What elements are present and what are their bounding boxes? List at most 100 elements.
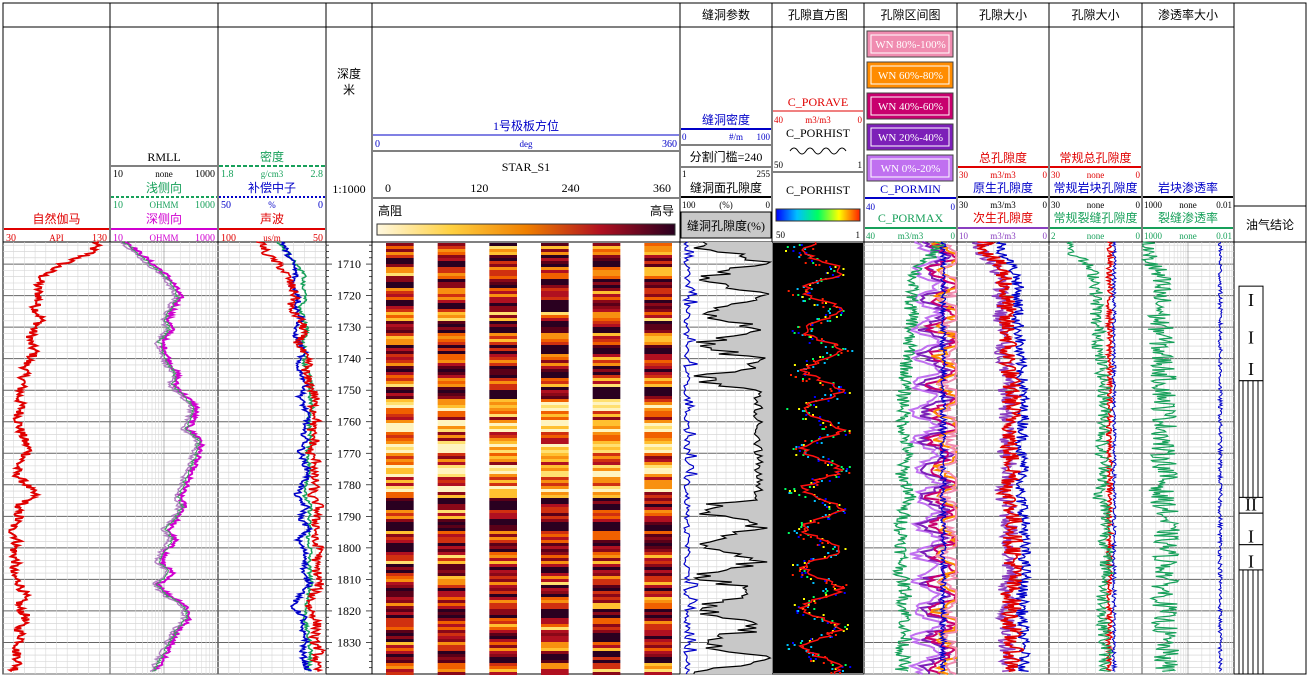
rmll-min: 10 [113,169,123,180]
image-pixel [489,360,517,363]
image-pixel [541,345,569,348]
gr-curve [6,241,104,673]
wn-legend-inner [870,127,950,147]
image-pixel [541,303,569,306]
image-pixel [592,492,621,495]
image-pixel [489,465,517,468]
image-pixel [541,312,569,315]
hist-dot [846,624,849,626]
hist-dot [810,638,813,640]
hist-dot [816,318,819,320]
image-pixel [592,615,621,618]
image-pixel [437,645,466,648]
pormax-title: C_PORMAX [878,211,944,225]
den-min: 1.8 [221,169,234,180]
hist-dot [842,468,845,470]
image-pixel [644,660,672,663]
image-pixel [437,495,466,498]
image-pixel [592,585,621,588]
image-pixel [541,471,569,474]
image-pixel [386,531,414,534]
image-pixel [489,564,517,567]
hist-dot [804,300,806,302]
image-pixel [644,432,672,435]
image-pixel [541,651,569,654]
image-pixel [386,423,414,426]
image-pixel [644,453,672,456]
image-pixel [489,567,517,570]
image-pixel [644,243,672,246]
frac-porosity-title: 缝洞孔隙度(%) [687,218,765,233]
frac-density-curve [681,241,699,675]
image-pixel [437,276,466,279]
image-pixel [592,558,621,561]
hist-dot [791,330,794,332]
image-pixel [437,333,466,336]
image-pixel [386,363,414,366]
image-pixel [437,366,466,369]
image-pixel [541,342,569,345]
conclusion-zone [1238,512,1264,546]
ac-curve-group [256,241,327,673]
hist-dot [840,466,843,468]
image-pixel [489,528,517,531]
image-pixel [437,420,466,423]
image-pixel [541,273,569,276]
hist-dot [798,570,801,572]
image-pixel [644,321,672,324]
hist-dot [838,670,841,672]
hist-dot [823,556,826,558]
hist-dot [808,600,811,602]
image-pixel [644,579,672,582]
frac-perm-curve-group [1140,241,1180,672]
image-pixel [386,411,414,414]
image-pixel [644,339,672,342]
image-pixel [437,573,466,576]
image-pixel [644,561,672,564]
image-pixel [489,579,517,582]
hist-dot [796,288,799,290]
image-pixel [644,471,672,474]
image-pixel [644,594,672,597]
image-pixel [489,309,517,312]
image-pixel [437,342,466,345]
hist-dot [805,360,808,362]
image-pixel [644,486,672,489]
hist-dot [812,582,815,584]
image-pixel [644,645,672,648]
image-pixel [489,258,517,261]
image-pixel [644,495,672,498]
image-pixel [644,306,672,309]
image-pixel [644,441,672,444]
hist-dot [812,654,814,656]
image-pixel [437,471,466,474]
image-pixel [437,447,466,450]
image-pixel [541,429,569,432]
image-pixel [541,504,569,507]
image-pixel [489,594,517,597]
image-pixel [592,435,621,438]
hist-dot [846,350,849,352]
total-por-title: 总孔隙度 [979,150,1027,165]
image-pixel [386,444,414,447]
hist-dot [803,560,806,562]
image-pixel [437,273,466,276]
image-pixel [541,570,569,573]
hist-dot [812,486,815,488]
image-pixel [386,618,414,621]
image-pixel [489,327,517,330]
image-pixel [541,531,569,534]
image-pixel [644,477,672,480]
hist-dot [798,256,801,258]
image-pixel [644,249,672,252]
image-pixel [592,645,621,648]
hist-dot [800,526,803,528]
image-pixel [489,531,517,534]
hist-dot [839,386,842,388]
hist-dot [824,504,827,506]
image-pixel [644,435,672,438]
hist-dot [842,348,845,350]
image-pixel [489,597,517,600]
image-pixel [437,594,466,597]
hist-dot [831,274,834,276]
